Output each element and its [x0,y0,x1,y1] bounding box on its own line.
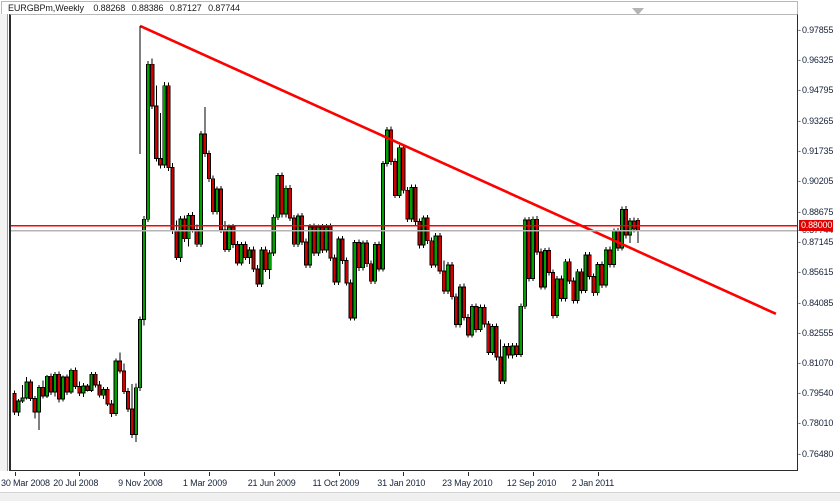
price-tick-label: -0.88675 [798,207,833,218]
current-price-label: 0.88000 [799,220,834,232]
tick-dash: - [798,448,801,459]
date-tick-label: 23 May 2010 [442,478,493,488]
date-tick-label: 21 Jun 2009 [247,478,296,488]
price-value: 0.94795 [802,85,834,96]
chart-header-bar: EURGBPm,Weekly 0.88268 0.88386 0.87127 0… [1,1,798,14]
date-tick-mark [468,472,470,476]
tick-dash: - [798,24,801,35]
price-tick-label: -0.78010 [798,418,833,429]
ohlc-high-value: 0.88386 [131,3,164,13]
price-value: 0.96325 [802,55,834,66]
tick-dash: - [798,328,801,339]
price-value: 0.87145 [802,237,834,248]
price-value: 0.93265 [802,115,834,126]
chart-plot-area[interactable] [9,14,798,471]
price-value: 0.97855 [802,24,834,35]
price-tick-label: -0.97855 [798,25,833,36]
left-scroll-gutter[interactable] [0,14,8,471]
date-tick-mark [338,472,340,476]
tick-dash: - [798,206,801,217]
tick-dash: - [798,357,801,368]
tick-dash: - [798,267,801,278]
date-tick-label: 12 Sep 2010 [506,478,557,488]
tick-dash: - [798,55,801,66]
tick-dash: - [798,297,801,308]
price-tick-label: -0.82555 [798,328,833,339]
price-tick-label: -0.96325 [798,55,833,66]
ohlc-open-value: 0.88268 [93,3,126,13]
tick-dash: - [798,85,801,96]
window-bottom-strip [0,492,840,501]
price-value: 0.79540 [802,387,834,398]
date-tick-label: 1 Mar 2009 [182,478,227,488]
date-tick-mark [532,472,534,476]
price-tick-label: -0.91735 [798,146,833,157]
tick-dash: - [798,176,801,187]
price-value: 0.78010 [802,418,834,429]
date-tick-label: 30 Mar 2008 [1,478,50,488]
price-value: 0.88675 [802,206,834,217]
date-tick-mark [273,472,275,476]
price-value: 0.76480 [802,448,834,459]
price-tick-label: -0.85615 [798,267,833,278]
price-tick-label: -0.79540 [798,388,833,399]
date-tick-mark [144,472,146,476]
date-tick-mark [208,472,210,476]
price-tick-label: -0.84085 [798,298,833,309]
ohlc-close-value: 0.87744 [208,3,240,13]
price-tick-label: -0.87145 [798,237,833,248]
date-tick-label: 2 Jan 2011 [571,478,615,488]
price-value: 0.84085 [802,297,834,308]
date-tick-label: 20 Jul 2008 [53,478,99,488]
date-tick-mark [403,472,405,476]
price-value: 0.91735 [802,146,834,157]
price-tick-label: -0.81070 [798,358,833,369]
candlestick-canvas [11,24,797,442]
tick-dash: - [798,146,801,157]
date-tick-label: 11 Oct 2009 [312,478,360,488]
period-separator-marker [632,8,645,15]
date-tick-mark [597,472,599,476]
price-value: 0.90205 [802,176,834,187]
date-tick-mark [79,472,81,476]
price-tick-label: -0.93265 [798,116,833,127]
price-scale-axis[interactable]: -0.97855 -0.96325 -0.94795 -0.93265 -0.91735… [798,14,840,471]
tick-dash: - [798,387,801,398]
price-tick-label: -0.94795 [798,85,833,96]
price-value: 0.85615 [802,267,834,278]
tick-dash: - [798,115,801,126]
price-tick-label: -0.76480 [798,449,833,460]
tick-dash: - [798,237,801,248]
tick-dash: - [798,418,801,429]
ohlc-low-value: 0.87127 [169,3,202,13]
date-tick-label: 9 Nov 2008 [118,478,163,488]
price-tick-label: -0.90205 [798,176,833,187]
date-tick-label: 31 Jan 2010 [377,478,426,488]
symbol-period-label: EURGBPm,Weekly [8,3,84,13]
date-tick-mark [14,472,16,476]
price-value: 0.82555 [802,328,834,339]
price-value: 0.81070 [802,357,834,368]
